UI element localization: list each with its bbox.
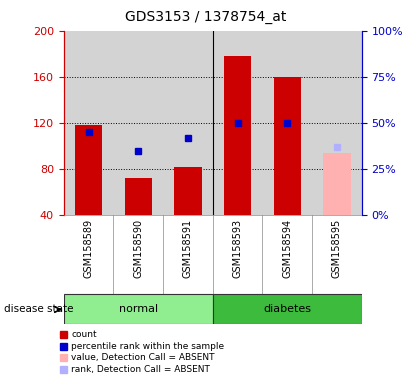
Bar: [274, 77, 301, 215]
Bar: [75, 125, 102, 215]
Text: GDS3153 / 1378754_at: GDS3153 / 1378754_at: [125, 10, 286, 24]
Text: GSM158589: GSM158589: [83, 219, 94, 278]
Text: GSM158593: GSM158593: [233, 219, 242, 278]
Bar: [60, 343, 67, 350]
Text: GSM158594: GSM158594: [282, 219, 292, 278]
Bar: [224, 56, 251, 215]
Bar: [60, 366, 67, 373]
Bar: [64, 294, 213, 324]
Bar: [125, 178, 152, 215]
Text: GSM158590: GSM158590: [133, 219, 143, 278]
Bar: [174, 167, 201, 215]
Text: disease state: disease state: [4, 304, 74, 314]
Text: count: count: [71, 330, 97, 339]
Text: GSM158591: GSM158591: [183, 219, 193, 278]
Bar: [60, 354, 67, 361]
Text: percentile rank within the sample: percentile rank within the sample: [71, 342, 224, 351]
Bar: [323, 153, 351, 215]
Text: normal: normal: [119, 304, 158, 314]
Text: value, Detection Call = ABSENT: value, Detection Call = ABSENT: [71, 353, 215, 362]
Text: GSM158595: GSM158595: [332, 219, 342, 278]
Text: diabetes: diabetes: [263, 304, 311, 314]
Bar: [213, 294, 362, 324]
Bar: [60, 331, 67, 338]
Text: rank, Detection Call = ABSENT: rank, Detection Call = ABSENT: [71, 365, 210, 374]
